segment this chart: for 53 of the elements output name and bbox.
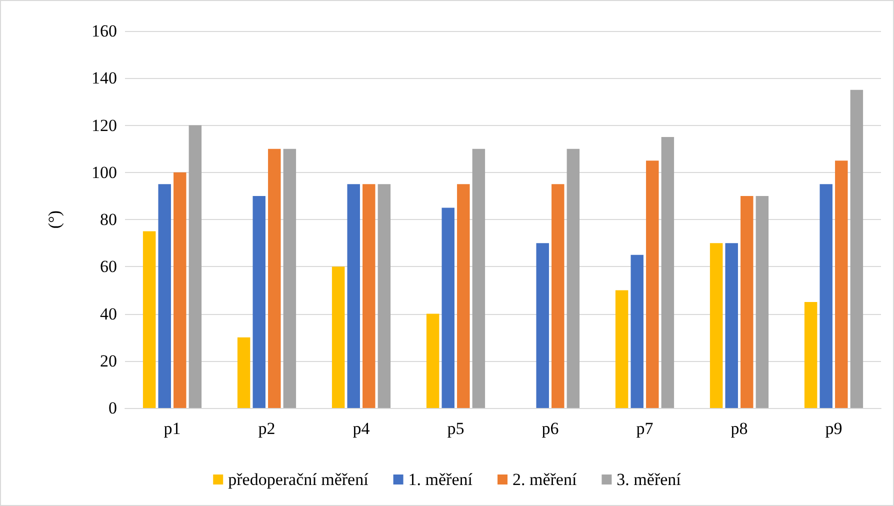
bar <box>426 314 440 408</box>
bar <box>142 231 156 408</box>
bar <box>252 196 266 408</box>
bar <box>188 125 202 408</box>
x-tick-label: p4 <box>352 419 370 438</box>
x-tick-label: p1 <box>164 419 181 438</box>
bar <box>646 160 659 408</box>
bar <box>615 290 628 408</box>
bar <box>268 148 281 408</box>
bar <box>740 196 754 408</box>
legend-label: 3. měření <box>616 470 682 489</box>
y-tick-label: 120 <box>92 116 117 135</box>
legend-label: 2. měření <box>512 470 577 489</box>
bar <box>850 90 864 408</box>
bar <box>457 184 470 408</box>
bar <box>566 148 580 408</box>
bar <box>472 148 486 408</box>
bar <box>756 196 769 408</box>
bar <box>347 184 360 408</box>
bar <box>661 137 674 408</box>
bar <box>630 254 644 408</box>
bar <box>283 148 296 408</box>
x-tick-label: p5 <box>447 419 464 438</box>
y-tick-label: 20 <box>100 351 117 370</box>
y-tick-label: 160 <box>92 22 117 40</box>
y-axis-title: (°) <box>45 210 64 229</box>
bar <box>332 266 345 408</box>
x-tick-label: p7 <box>636 419 654 438</box>
bar <box>174 172 186 408</box>
bar <box>362 184 376 408</box>
y-tick-label: 140 <box>92 68 117 88</box>
bar <box>725 243 738 408</box>
y-tick-label: 0 <box>108 398 117 418</box>
bar <box>442 208 454 408</box>
bar <box>378 184 391 408</box>
bar <box>237 337 250 408</box>
legend-label: předoperační měření <box>228 470 369 489</box>
bar <box>820 184 832 408</box>
x-tick-label: p6 <box>542 419 559 438</box>
y-tick-label: 80 <box>100 210 117 229</box>
bar <box>552 184 564 408</box>
bar <box>536 243 549 408</box>
bar <box>158 184 171 408</box>
bar <box>710 243 723 408</box>
x-tick-label: p8 <box>730 419 748 438</box>
legend-label: 1. měření <box>408 470 473 489</box>
x-tick-label: p2 <box>258 419 276 438</box>
y-tick-label: 40 <box>100 304 117 324</box>
y-tick-label: 100 <box>92 162 117 182</box>
bar <box>804 302 818 408</box>
bar <box>835 160 848 408</box>
y-tick-label: 60 <box>100 257 117 276</box>
x-tick-label: p9 <box>825 419 842 438</box>
